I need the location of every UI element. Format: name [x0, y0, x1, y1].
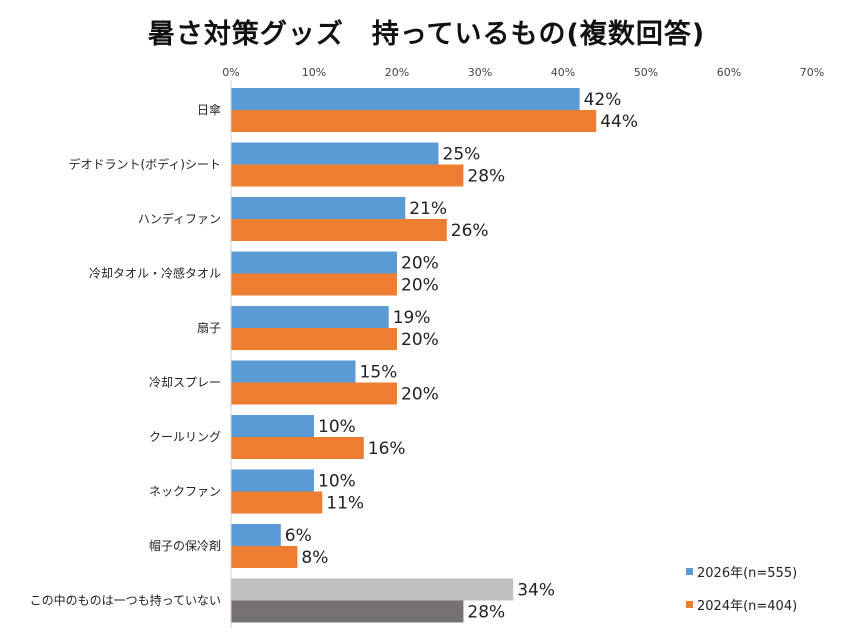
data-label: 21%: [409, 199, 447, 219]
chart-title: 暑さ対策グッズ 持っているもの(複数回答): [147, 19, 706, 50]
bar: [231, 600, 464, 623]
data-label: 26%: [451, 221, 489, 241]
x-tick-label: 30%: [468, 66, 492, 79]
bar: [231, 328, 397, 350]
bar: [231, 306, 389, 328]
bar: [231, 164, 464, 187]
bar: [231, 491, 323, 514]
data-label: 15%: [360, 363, 398, 383]
bar: [231, 382, 397, 405]
bar: [231, 360, 356, 383]
x-axis-ticks: 0% 10% 20% 30% 40% 50% 60% 70%: [222, 66, 824, 79]
x-tick-label: 0%: [222, 66, 239, 79]
x-tick-label: 10%: [302, 66, 326, 79]
data-label: 28%: [467, 167, 505, 187]
data-label: 19%: [393, 308, 431, 328]
data-label: 20%: [401, 276, 439, 296]
data-label: 11%: [326, 494, 364, 514]
legend-label: 2024年(n=404): [697, 599, 797, 614]
category-label: ハンディファン: [138, 211, 221, 226]
bar: [231, 524, 281, 546]
data-label: 44%: [600, 112, 638, 132]
data-label: 10%: [318, 472, 356, 492]
category-label: 冷却スプレー: [149, 376, 221, 390]
bar: [231, 546, 298, 568]
category-label: 日傘: [197, 103, 221, 117]
x-tick-label: 20%: [385, 66, 409, 79]
data-label: 20%: [401, 385, 439, 405]
data-label: 20%: [401, 254, 439, 274]
data-label: 8%: [301, 548, 328, 568]
data-label: 34%: [517, 581, 555, 601]
data-label: 16%: [368, 439, 406, 459]
data-label: 25%: [443, 145, 481, 165]
bar: [231, 273, 397, 296]
bar: [231, 110, 597, 132]
category-label: デオドラント(ボディ)シート: [68, 157, 221, 172]
legend: 2026年(n=555) 2024年(n=404): [686, 566, 797, 614]
x-tick-label: 50%: [634, 66, 658, 79]
bar: [231, 251, 397, 274]
x-tick-label: 40%: [551, 66, 575, 79]
data-label: 28%: [467, 603, 505, 623]
bar: [231, 197, 406, 219]
bar: [231, 578, 514, 601]
data-label: 6%: [285, 526, 312, 546]
bar: [231, 469, 314, 492]
bar: [231, 88, 580, 110]
legend-label: 2026年(n=555): [697, 566, 797, 581]
bar: [231, 142, 439, 165]
x-tick-label: 60%: [717, 66, 741, 79]
data-label: 42%: [584, 90, 622, 110]
category-label: この中のものは一つも持っていない: [30, 593, 221, 608]
category-label: クールリング: [149, 430, 221, 444]
bars: [231, 88, 597, 623]
category-label: ネックファン: [149, 485, 221, 499]
data-labels: 42%25%21%20%19%15%10%10%6%34%44%28%26%20…: [285, 90, 638, 623]
bar: [231, 415, 314, 437]
bar: [231, 437, 364, 459]
legend-swatch: [686, 568, 693, 575]
data-label: 10%: [318, 417, 356, 437]
data-label: 20%: [401, 330, 439, 350]
category-label: 冷却タオル・冷感タオル: [89, 266, 221, 281]
category-label: 扇子: [197, 320, 221, 335]
bar: [231, 219, 447, 241]
x-tick-label: 70%: [800, 66, 824, 79]
legend-swatch: [686, 601, 693, 608]
category-labels: 日傘デオドラント(ボディ)シートハンディファン冷却タオル・冷感タオル扇子冷却スプ…: [30, 103, 221, 608]
category-label: 帽子の保冷剤: [149, 538, 221, 553]
